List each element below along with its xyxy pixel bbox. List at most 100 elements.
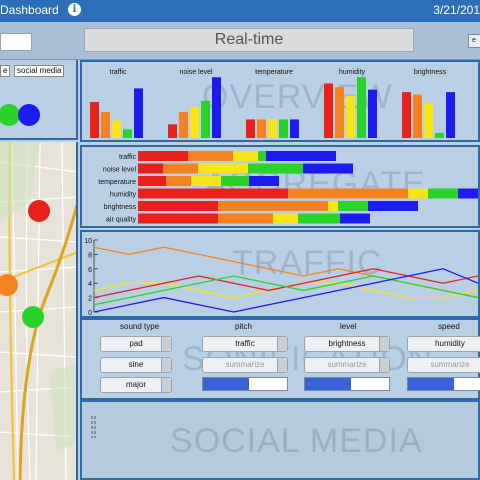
level-slider-fill <box>305 378 352 390</box>
aggregate-segment <box>138 151 188 161</box>
sound-type-pad[interactable]: pad <box>100 336 172 352</box>
overview-group-label: temperature <box>255 69 293 76</box>
overview-bar <box>290 119 299 138</box>
overview-group-label: noise level <box>179 69 213 76</box>
aggregate-row-label: noise level <box>103 167 137 174</box>
overview-bar <box>346 95 355 138</box>
level-header: level <box>340 322 357 331</box>
overview-bar <box>123 129 132 138</box>
aggregate-segment <box>408 188 428 199</box>
aggregate-segment <box>340 213 370 224</box>
button-cap <box>277 358 287 372</box>
pitch-slider[interactable] <box>202 377 288 391</box>
overview-bar <box>134 88 143 138</box>
city-map[interactable] <box>0 142 78 480</box>
overview-bar <box>112 120 121 138</box>
aggregate-segment <box>191 176 221 186</box>
overview-panel: OVERVIEW traffic noise level temperature hu… <box>80 60 480 142</box>
overview-group-label: humidity <box>339 69 366 76</box>
info-icon[interactable]: i <box>68 3 81 16</box>
traffic-chart: 10 8 6 4 2 0 <box>84 238 478 316</box>
aggregate-segment <box>218 201 328 211</box>
aggregate-segment <box>233 151 258 161</box>
overview-bar <box>201 100 210 138</box>
button-cap <box>379 337 389 351</box>
filter-tag[interactable]: e <box>0 65 11 77</box>
aggregate-segment <box>338 201 368 211</box>
overview-bar <box>90 102 99 138</box>
traffic-y-tick: 4 <box>88 281 92 288</box>
map-marker-red[interactable] <box>28 200 50 222</box>
overview-bar <box>179 111 188 138</box>
overview-group-label: traffic <box>110 69 127 76</box>
traffic-panel: TRAFFIC 10 8 6 4 2 0 <box>80 230 480 318</box>
speed-slider[interactable] <box>407 377 480 391</box>
pitch-select[interactable]: traffic <box>202 336 288 352</box>
app-title: Dashboard <box>0 3 59 17</box>
level-select[interactable]: brightness <box>304 336 390 352</box>
speed-select[interactable]: humidity <box>407 336 480 352</box>
sonification-panel: SONIFICATION sound type pad sine major p… <box>80 318 480 400</box>
aggregate-segment <box>221 176 249 186</box>
status-dot-green <box>0 104 20 126</box>
toolbar: Real-time e <box>0 22 480 60</box>
aggregate-segment <box>458 188 478 199</box>
aggregate-segment <box>138 163 163 174</box>
overview-bar <box>246 119 255 138</box>
overview-bar <box>335 87 344 138</box>
overview-bar <box>357 77 366 138</box>
overview-bar <box>424 103 433 138</box>
aggregate-segment <box>198 163 248 174</box>
traffic-series-line <box>93 246 478 299</box>
social-media-watermark: SOCIAL MEDIA <box>170 422 423 460</box>
traffic-series-line <box>93 275 478 306</box>
sound-type-major[interactable]: major <box>100 377 172 393</box>
aggregate-row-label: humidity <box>110 192 137 199</box>
sound-type-sine[interactable]: sine <box>100 357 172 373</box>
aggregate-segment <box>273 213 298 224</box>
traffic-y-tick: 2 <box>88 296 92 303</box>
overview-chart: traffic noise level temperature humidity bri… <box>90 69 455 138</box>
overview-group-label: brightness <box>414 69 447 76</box>
traffic-y-tick: 8 <box>88 252 92 259</box>
overview-bar <box>446 92 455 138</box>
aggregate-segment <box>166 176 191 186</box>
overview-bar <box>435 133 444 138</box>
aggregate-segment <box>428 188 458 199</box>
speed-slider-fill <box>408 378 455 390</box>
search-input[interactable] <box>0 33 32 51</box>
pitch-summarize-button[interactable]: summarize <box>202 357 288 373</box>
aggregate-segment <box>288 188 408 199</box>
title-bar: Dashboard i 3/21/201 <box>0 0 480 22</box>
speed-summarize-button[interactable]: summarize <box>407 357 480 373</box>
level-summarize-button[interactable]: summarize <box>304 357 390 373</box>
legend-panel: e social media <box>0 60 78 140</box>
aggregate-segment <box>298 213 340 224</box>
realtime-toggle[interactable]: Real-time <box>84 28 414 52</box>
social-media-tag[interactable]: social media <box>14 65 65 77</box>
aggregate-segment <box>266 151 336 161</box>
map-marker-orange[interactable] <box>0 274 18 296</box>
level-slider[interactable] <box>304 377 390 391</box>
button-cap <box>277 337 287 351</box>
overview-bar <box>368 89 377 138</box>
settings-button[interactable]: e <box>468 34 480 48</box>
overview-bar <box>168 124 177 138</box>
sound-type-header: sound type <box>120 322 160 331</box>
aggregate-chart: traffic noise level temperature humidity bri… <box>98 151 478 224</box>
button-cap <box>161 378 171 392</box>
pitch-header: pitch <box>235 322 252 331</box>
overview-bar <box>190 107 199 138</box>
aggregate-row-label: air quality <box>106 217 136 224</box>
aggregate-segment <box>138 176 166 186</box>
traffic-y-tick: 10 <box>84 238 92 245</box>
aggregate-segment <box>249 176 279 186</box>
aggregate-segment <box>218 213 273 224</box>
button-cap <box>161 337 171 351</box>
aggregate-segment <box>188 151 233 161</box>
overview-bar <box>268 119 277 138</box>
aggregate-segment <box>138 188 288 199</box>
aggregate-segment <box>368 201 418 211</box>
map-marker-green[interactable] <box>22 306 44 328</box>
traffic-series-line <box>93 268 478 313</box>
